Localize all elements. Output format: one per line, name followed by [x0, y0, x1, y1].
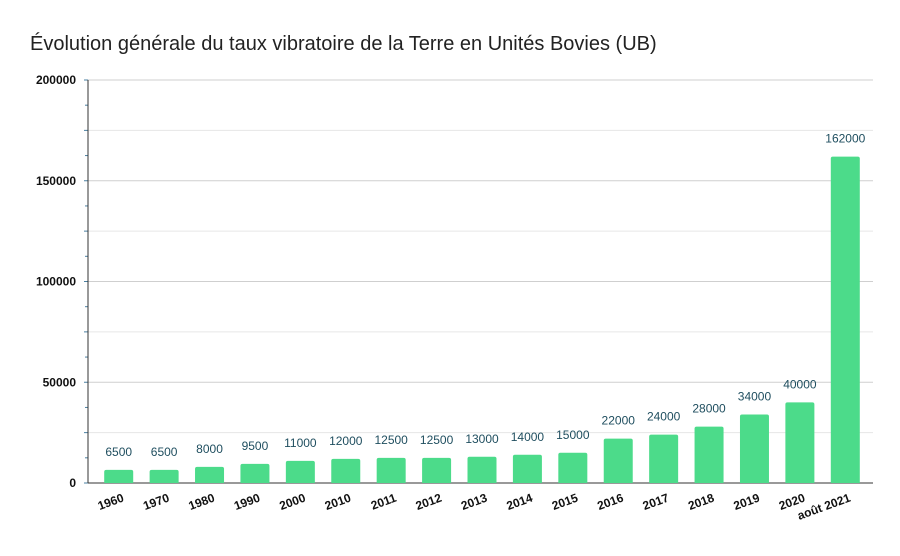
- x-tick-label: août 2021: [796, 491, 853, 523]
- x-tick-label: 2016: [595, 491, 625, 513]
- data-label: 13000: [465, 432, 499, 446]
- data-label: 12500: [420, 433, 454, 447]
- data-label: 12500: [374, 433, 408, 447]
- data-label: 6500: [105, 445, 132, 459]
- bar-2017: [649, 434, 679, 483]
- y-tick-label: 50000: [43, 375, 77, 389]
- x-tick-label: 2011: [369, 491, 399, 513]
- y-tick-label: 100000: [36, 275, 76, 289]
- data-label: 6500: [151, 445, 178, 459]
- x-tick-label: 1970: [141, 491, 171, 513]
- y-axis-ticks: 0 50000 100000 150000 200000: [36, 73, 76, 490]
- bar-2012: [422, 457, 452, 483]
- data-label: 8000: [196, 442, 223, 456]
- bar-2011: [376, 457, 406, 483]
- x-tick-label: 2013: [459, 491, 489, 513]
- x-tick-label: 2015: [550, 491, 580, 513]
- data-label: 15000: [556, 428, 590, 442]
- bar-1960: [104, 469, 134, 483]
- x-tick-label: 1960: [96, 491, 126, 513]
- bar-1990: [240, 463, 270, 483]
- x-tick-label: 1980: [187, 491, 217, 513]
- bar-2014: [512, 454, 542, 483]
- data-label: 14000: [511, 430, 545, 444]
- data-label: 162000: [825, 132, 865, 146]
- x-axis-ticks: 1960 1970 1980 1990 2000 2010 2011 2012 2013 2014…: [96, 491, 853, 523]
- bar-2010: [331, 458, 361, 483]
- x-tick-label: 2014: [505, 491, 535, 513]
- data-label: 34000: [738, 389, 772, 403]
- chart-title: Évolution générale du taux vibratoire de…: [30, 32, 657, 55]
- data-labels: 6500 6500 8000 9500 11000 12000 12500 12500 1300…: [105, 132, 865, 459]
- bar-2015: [558, 452, 588, 483]
- bar-1970: [149, 469, 179, 483]
- x-tick-label: 2017: [641, 491, 671, 513]
- x-tick-label: 2010: [323, 491, 353, 513]
- bar-2016: [603, 438, 633, 483]
- x-tick-label: 2012: [414, 491, 444, 513]
- bar-2019: [739, 414, 769, 483]
- data-label: 22000: [602, 414, 636, 428]
- x-tick-label: 2019: [732, 491, 762, 513]
- data-label: 24000: [647, 410, 681, 424]
- bar-août-2021: [830, 156, 860, 483]
- x-tick-label: 1990: [232, 491, 262, 513]
- data-label: 9500: [242, 439, 269, 453]
- bar-1980: [195, 466, 225, 483]
- data-label: 40000: [783, 377, 817, 391]
- x-tick-label: 2018: [686, 491, 716, 513]
- grid-lines: [88, 79, 873, 484]
- data-label: 11000: [284, 436, 317, 450]
- y-tick-label: 200000: [36, 73, 76, 87]
- bars: [104, 156, 860, 483]
- bar-2018: [694, 426, 724, 483]
- x-tick-label: 2000: [277, 491, 307, 513]
- data-label: 12000: [329, 434, 363, 448]
- bar-2020: [785, 402, 815, 483]
- bar-2000: [285, 460, 315, 483]
- y-tick-label: 0: [69, 476, 76, 490]
- y-tick-label: 150000: [36, 174, 76, 188]
- bar-2013: [467, 456, 497, 483]
- data-label: 28000: [692, 402, 726, 416]
